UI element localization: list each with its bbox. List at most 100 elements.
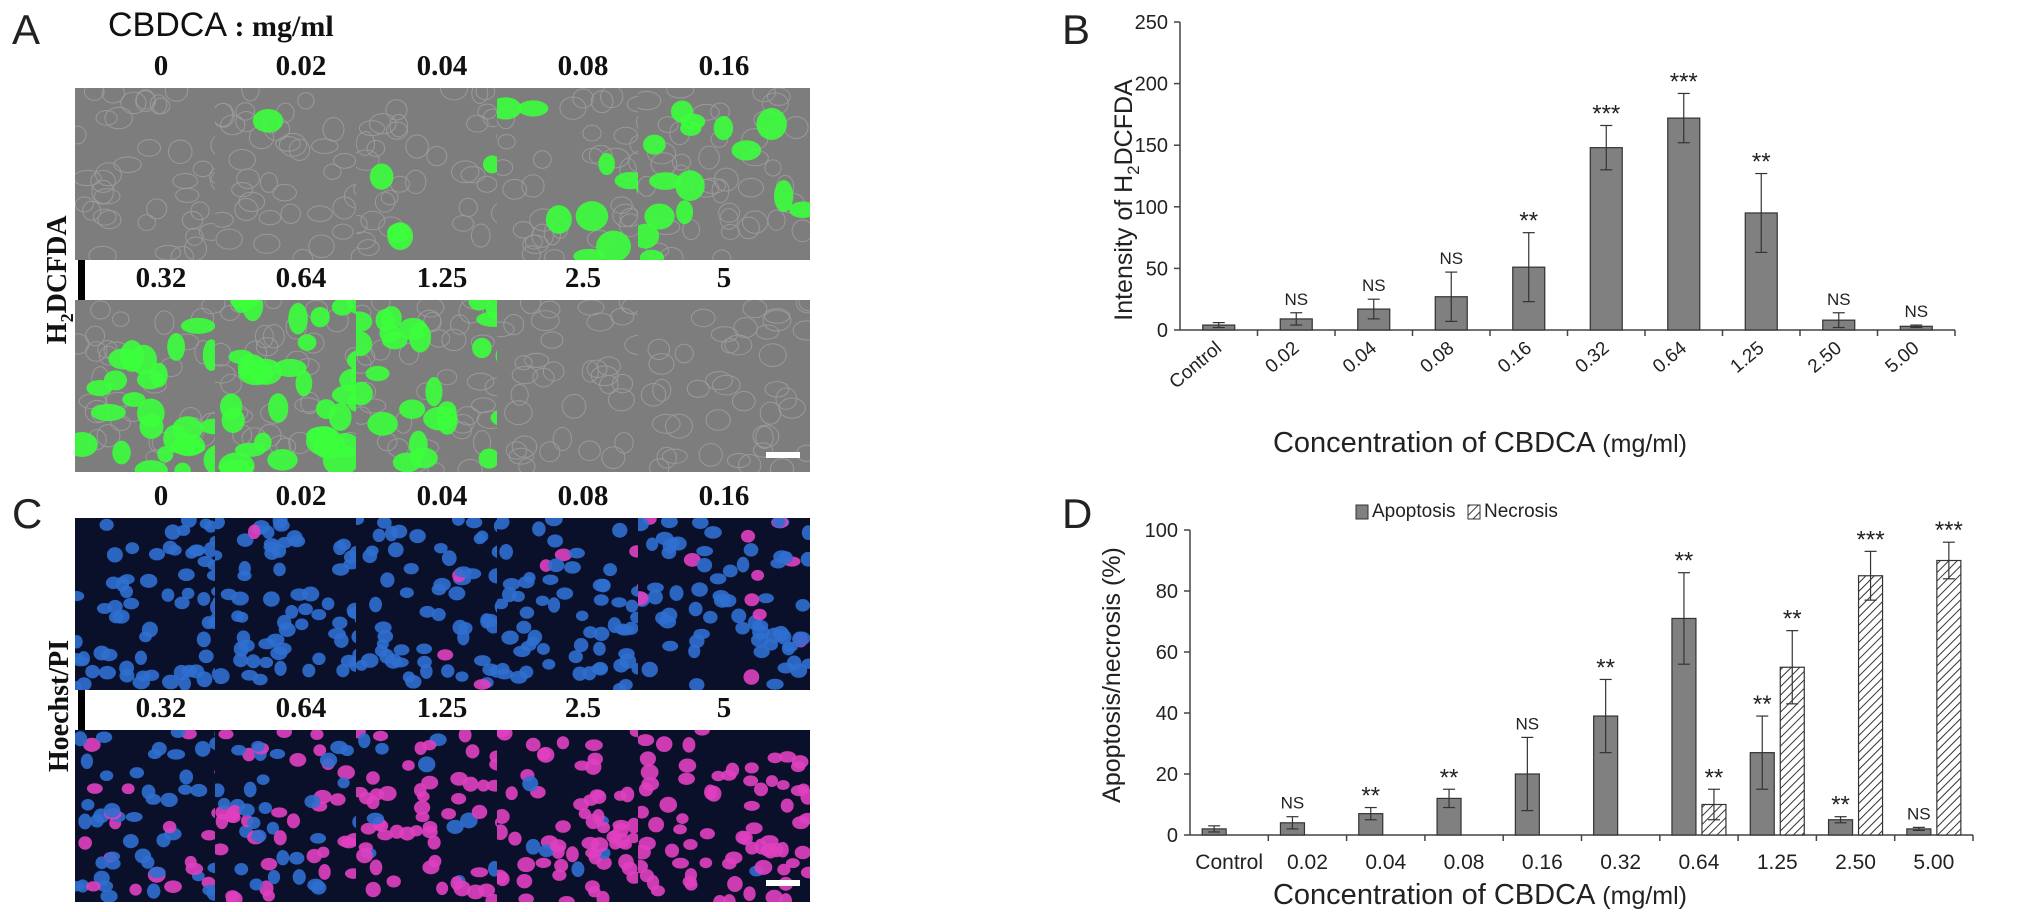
- concentration-label: 5: [716, 692, 732, 724]
- concentration-label: 0.64: [275, 262, 327, 294]
- y-tick-label: 20: [1156, 764, 1178, 786]
- significance-label: **: [1753, 691, 1772, 718]
- bar: [1936, 559, 1962, 836]
- scale-bar: [766, 452, 800, 458]
- h2dcfda-micrograph: [638, 88, 810, 260]
- drug-name: CBDCA: [108, 6, 228, 44]
- row-bracket-a: [78, 100, 85, 460]
- bar: [1667, 117, 1701, 331]
- x-tick-label: 0.16: [1494, 338, 1536, 378]
- y-tick-label: 0: [1167, 825, 1178, 847]
- concentration-label: 0.32: [135, 692, 187, 724]
- row-bracket-c: [78, 528, 85, 888]
- y-axis-label: Intensity of H2DCFDA: [1110, 79, 1143, 321]
- x-tick-label: 0.64: [1649, 337, 1691, 377]
- x-tick-label: 5.00: [1882, 338, 1924, 378]
- significance-label: NS: [1907, 804, 1931, 823]
- concentration-label: 2.5: [564, 262, 602, 294]
- significance-label: **: [1440, 764, 1459, 791]
- concentration-label: 0.04: [416, 480, 468, 512]
- significance-label: NS: [1439, 249, 1463, 268]
- bar: [1589, 147, 1623, 331]
- significance-label: ***: [1857, 526, 1885, 553]
- y-tick-label: 100: [1145, 520, 1178, 542]
- x-tick-label: 2.50: [1804, 338, 1846, 378]
- concentration-label: 0.08: [557, 50, 609, 82]
- y-tick-label: 250: [1135, 12, 1168, 34]
- concentration-label: 1.25: [416, 262, 468, 294]
- concentration-label: 0.04: [416, 50, 468, 82]
- y-axis-label: Apoptosis/necrosis (%): [1098, 547, 1126, 803]
- y-tick-label: 60: [1156, 642, 1178, 664]
- x-tick-label: 1.25: [1727, 338, 1769, 378]
- legend-label: Necrosis: [1484, 501, 1558, 522]
- significance-label: **: [1675, 548, 1694, 575]
- significance-label: ***: [1670, 68, 1698, 95]
- significance-label: NS: [1284, 290, 1308, 309]
- significance-label: ***: [1935, 517, 1963, 544]
- x-tick-label: 0.04: [1339, 337, 1381, 377]
- row-label-h2dcfda: H2DCFDA: [42, 215, 77, 345]
- x-tick-label: 0.08: [1444, 851, 1485, 874]
- bar: [1857, 575, 1884, 836]
- legend-label: Apoptosis: [1372, 501, 1455, 522]
- significance-label: **: [1705, 764, 1724, 791]
- significance-label: NS: [1827, 290, 1851, 309]
- x-axis-label: Concentration of CBDCA (mg/ml): [1273, 879, 1687, 911]
- x-tick-label: 0.16: [1522, 851, 1563, 874]
- x-tick-label: 2.50: [1835, 851, 1876, 874]
- row-label-hoechst-pi: Hoechst/PI: [44, 639, 75, 773]
- significance-label: **: [1752, 149, 1771, 176]
- x-axis-label: Concentration of CBDCA (mg/ml): [1273, 427, 1687, 459]
- y-tick-label: 50: [1146, 258, 1168, 280]
- concentration-label: 5: [716, 262, 732, 294]
- concentration-label: 0.02: [275, 50, 327, 82]
- x-tick-label: 0.04: [1365, 851, 1406, 874]
- x-tick-label: 0.64: [1679, 851, 1720, 874]
- unit-label: : mg/ml: [227, 10, 334, 43]
- x-tick-label: 0.02: [1287, 851, 1328, 874]
- y-tick-label: 150: [1135, 135, 1168, 157]
- x-tick-label: 0.32: [1600, 851, 1641, 874]
- y-tick-label: 80: [1156, 581, 1178, 603]
- hoechst-pi-micrograph: [638, 730, 810, 902]
- panel-letter-a: A: [12, 6, 41, 53]
- y-tick-label: 100: [1135, 197, 1168, 219]
- hoechst-pi-micrograph: [638, 518, 810, 690]
- concentration-label: 1.25: [416, 692, 468, 724]
- x-tick-label: 0.08: [1417, 338, 1459, 378]
- panel-letter-b: B: [1062, 6, 1091, 53]
- x-tick-label: Control: [1166, 338, 1226, 393]
- h2dcfda-micrograph: [638, 300, 810, 472]
- significance-label: **: [1783, 606, 1802, 633]
- y-tick-label: 200: [1135, 74, 1168, 96]
- concentration-label: 0.64: [275, 692, 327, 724]
- significance-label: ***: [1592, 100, 1620, 127]
- concentration-label: 0.02: [275, 480, 327, 512]
- concentration-label: 0.16: [698, 480, 750, 512]
- chart-d: Apoptosis/necrosis (%) Concentration of …: [1098, 501, 1974, 911]
- concentration-label: 0.32: [135, 262, 187, 294]
- x-tick-label: 1.25: [1757, 851, 1798, 874]
- legend-swatch: [1467, 504, 1481, 520]
- legend-swatch: [1355, 504, 1369, 520]
- significance-label: NS: [1362, 276, 1386, 295]
- significance-label: NS: [1516, 714, 1540, 733]
- significance-label: NS: [1281, 794, 1305, 813]
- panel-letter-d: D: [1062, 490, 1093, 537]
- x-tick-label: 0.02: [1262, 338, 1304, 378]
- x-tick-label: 5.00: [1913, 851, 1954, 874]
- scale-bar: [766, 880, 800, 886]
- y-tick-label: 0: [1157, 320, 1168, 342]
- x-tick-label: Control: [1195, 851, 1263, 874]
- concentration-label: 0.08: [557, 480, 609, 512]
- significance-label: **: [1361, 783, 1380, 810]
- concentration-label: 0: [153, 480, 169, 512]
- panel-a-header: CBDCA : mg/ml: [108, 6, 334, 45]
- y-tick-label: 40: [1156, 703, 1178, 725]
- significance-label: **: [1596, 654, 1615, 681]
- significance-label: **: [1831, 792, 1850, 819]
- significance-label: NS: [1904, 302, 1928, 321]
- chart-b: Intensity of H2DCFDA Concentration of CB…: [1110, 12, 1956, 459]
- concentration-label: 0.16: [698, 50, 750, 82]
